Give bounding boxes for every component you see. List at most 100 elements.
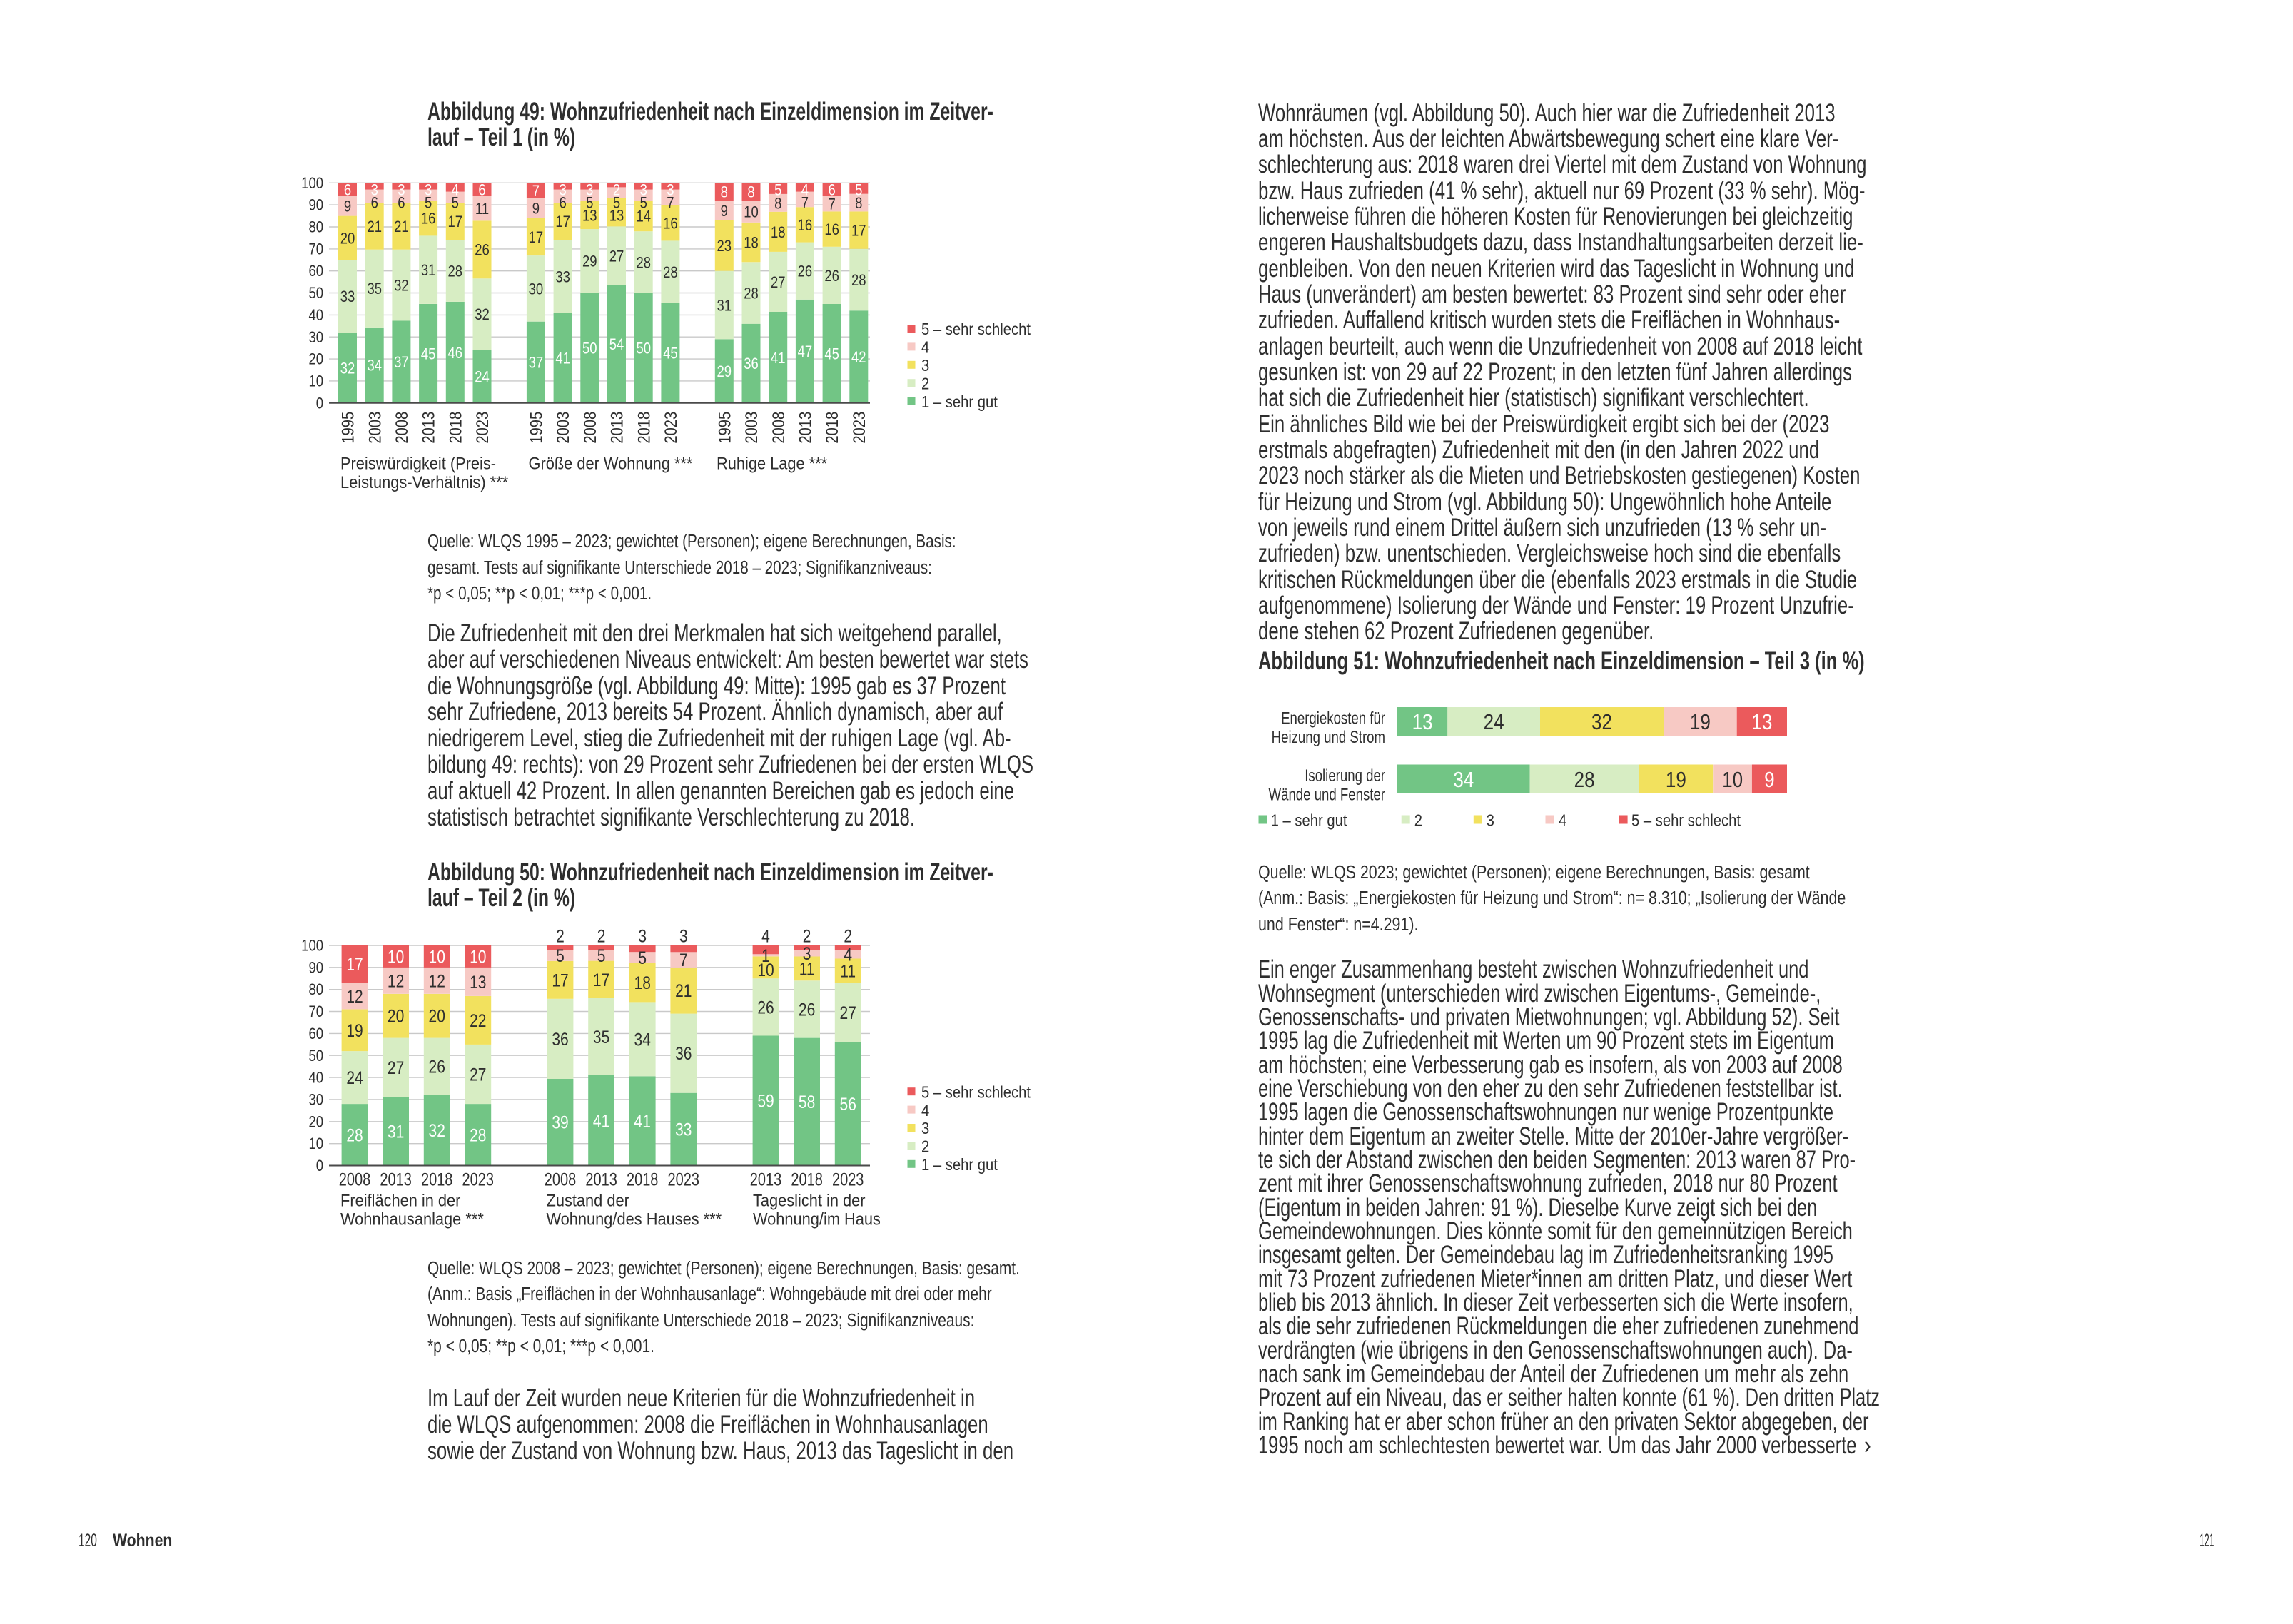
svg-text:Wohnhausanlage ***: Wohnhausanlage *** [340, 1209, 484, 1229]
svg-text:20: 20 [308, 1114, 323, 1131]
svg-text:2023: 2023 [472, 412, 492, 444]
svg-text:4: 4 [921, 1101, 929, 1120]
svg-text:5: 5 [855, 182, 862, 199]
svg-text:33: 33 [555, 269, 570, 286]
svg-text:5: 5 [556, 945, 565, 965]
svg-text:59: 59 [757, 1091, 774, 1111]
svg-text:4: 4 [844, 945, 852, 965]
svg-text:28: 28 [851, 273, 866, 290]
svg-text:47: 47 [798, 344, 813, 361]
svg-text:Größe der Wohnung ***: Größe der Wohnung *** [529, 453, 693, 472]
svg-text:17: 17 [593, 970, 609, 990]
svg-text:3: 3 [640, 182, 647, 199]
svg-text:2003: 2003 [741, 412, 761, 444]
svg-text:23: 23 [717, 238, 732, 255]
svg-text:28: 28 [663, 264, 678, 281]
svg-text:4: 4 [921, 338, 929, 357]
svg-text:46: 46 [448, 345, 463, 362]
svg-text:20: 20 [340, 230, 355, 248]
svg-text:2: 2 [921, 374, 929, 393]
svg-text:6: 6 [344, 182, 351, 199]
svg-text:3: 3 [667, 182, 674, 199]
svg-text:21: 21 [394, 219, 409, 236]
svg-text:2013: 2013 [607, 412, 627, 444]
svg-text:70: 70 [308, 241, 323, 258]
svg-text:5: 5 [640, 195, 647, 212]
svg-text:31: 31 [421, 263, 436, 280]
svg-text:17: 17 [555, 214, 570, 231]
svg-text:2023: 2023 [462, 1169, 494, 1189]
svg-text:34: 34 [367, 357, 382, 375]
svg-text:2: 2 [613, 182, 620, 199]
svg-text:29: 29 [582, 253, 597, 270]
svg-text:13: 13 [470, 972, 486, 992]
svg-text:4: 4 [1559, 811, 1566, 830]
svg-text:11: 11 [840, 961, 856, 981]
svg-text:5: 5 [425, 195, 432, 212]
svg-text:5 – sehr schlecht: 5 – sehr schlecht [921, 320, 1031, 339]
svg-text:37: 37 [394, 355, 409, 372]
svg-text:45: 45 [824, 346, 839, 363]
svg-text:50: 50 [636, 340, 651, 357]
svg-text:Wohnung/des Hauses ***: Wohnung/des Hauses *** [547, 1209, 722, 1229]
svg-text:40: 40 [308, 1070, 323, 1087]
svg-text:1 – sehr gut: 1 – sehr gut [921, 1155, 998, 1174]
svg-text:50: 50 [582, 340, 597, 357]
svg-text:Freiflächen in der: Freiflächen in der [340, 1190, 461, 1209]
svg-text:5 – sehr schlecht: 5 – sehr schlecht [921, 1082, 1031, 1102]
svg-text:60: 60 [308, 263, 323, 280]
svg-text:28: 28 [448, 263, 463, 280]
svg-text:28: 28 [1574, 768, 1595, 793]
svg-text:2023: 2023 [849, 412, 869, 444]
svg-text:5: 5 [597, 945, 606, 965]
svg-text:2003: 2003 [554, 412, 573, 444]
svg-text:2: 2 [1414, 811, 1422, 830]
svg-text:10: 10 [308, 1136, 323, 1153]
svg-text:24: 24 [346, 1067, 363, 1087]
svg-text:16: 16 [824, 222, 839, 239]
svg-text:50: 50 [308, 285, 323, 303]
svg-text:33: 33 [340, 289, 355, 306]
svg-text:Zustand der: Zustand der [547, 1190, 630, 1209]
svg-text:50: 50 [308, 1047, 323, 1065]
svg-text:1995: 1995 [338, 412, 358, 444]
svg-text:26: 26 [475, 242, 490, 259]
svg-text:6: 6 [398, 195, 405, 212]
svg-text:20: 20 [308, 351, 323, 368]
svg-text:60: 60 [308, 1025, 323, 1042]
svg-text:45: 45 [663, 345, 678, 362]
svg-text:16: 16 [798, 217, 813, 234]
svg-text:2: 2 [803, 926, 811, 946]
svg-text:10: 10 [757, 960, 774, 980]
svg-text:10: 10 [308, 373, 323, 390]
svg-text:32: 32 [429, 1120, 445, 1140]
svg-text:32: 32 [394, 278, 409, 295]
svg-text:56: 56 [840, 1094, 856, 1114]
svg-text:2: 2 [921, 1137, 929, 1156]
svg-text:1 – sehr gut: 1 – sehr gut [1271, 811, 1347, 830]
svg-text:Energiekosten für: Energiekosten für [1281, 708, 1385, 728]
svg-text:26: 26 [799, 1000, 815, 1020]
svg-text:34: 34 [634, 1030, 651, 1050]
svg-text:2008: 2008 [769, 412, 788, 444]
svg-text:19: 19 [1666, 768, 1686, 793]
svg-text:0: 0 [316, 1158, 323, 1175]
svg-text:10: 10 [388, 947, 404, 967]
svg-text:3: 3 [638, 926, 647, 946]
svg-text:3: 3 [586, 182, 593, 199]
svg-text:6: 6 [559, 195, 566, 212]
svg-text:18: 18 [634, 973, 651, 993]
svg-text:10: 10 [470, 947, 486, 967]
svg-text:30: 30 [308, 1092, 323, 1109]
svg-text:13: 13 [582, 208, 597, 225]
svg-text:3: 3 [398, 182, 405, 199]
svg-text:2008: 2008 [545, 1169, 576, 1189]
svg-text:58: 58 [799, 1092, 815, 1112]
svg-text:4: 4 [801, 182, 809, 199]
svg-text:11: 11 [475, 201, 489, 218]
svg-text:2018: 2018 [627, 1169, 658, 1189]
svg-text:2018: 2018 [446, 412, 465, 444]
svg-text:6: 6 [478, 182, 485, 199]
svg-text:80: 80 [308, 982, 323, 999]
svg-text:13: 13 [609, 208, 624, 225]
